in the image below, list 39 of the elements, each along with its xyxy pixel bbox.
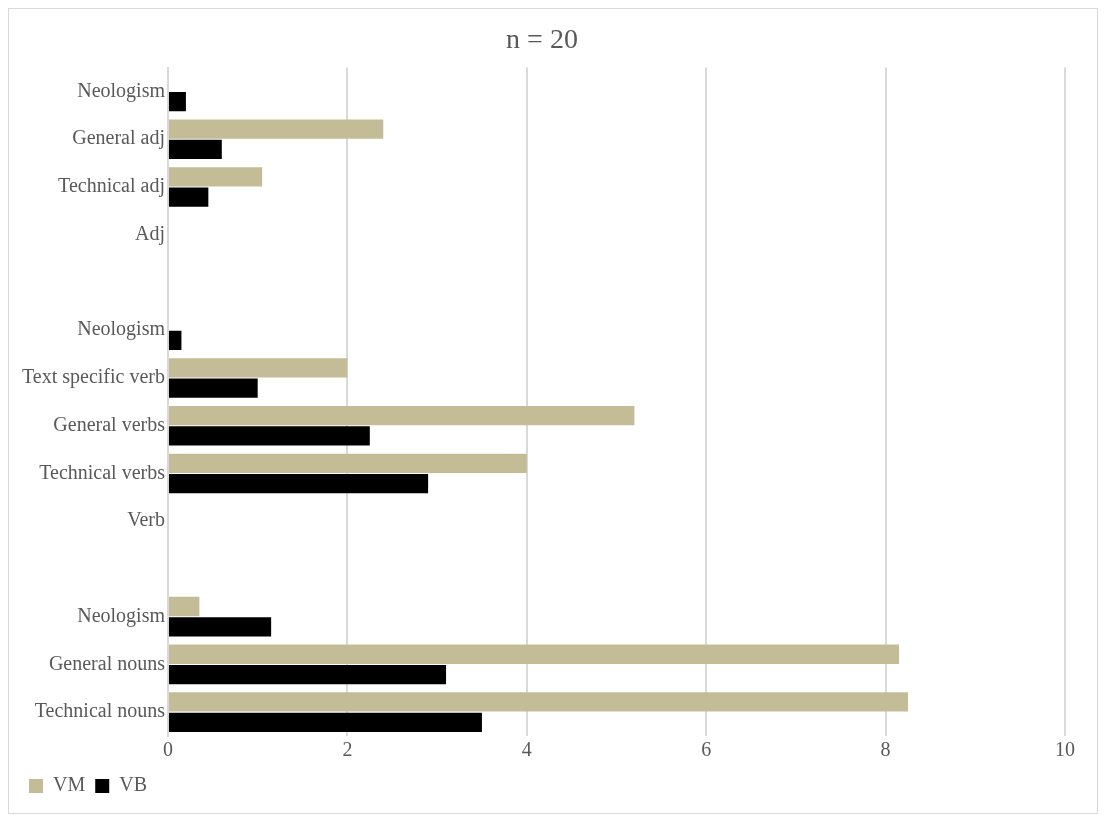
y-tick-label: Text specific verb bbox=[21, 365, 165, 389]
y-tick-label: Adj bbox=[134, 221, 165, 245]
bar bbox=[168, 378, 258, 398]
x-tick-label: 4 bbox=[521, 738, 532, 761]
bar bbox=[168, 405, 635, 426]
y-tick-label: Technical adj bbox=[58, 174, 165, 198]
bar bbox=[168, 644, 900, 664]
bar bbox=[168, 330, 182, 350]
bar bbox=[168, 712, 482, 732]
bar bbox=[168, 473, 429, 494]
y-tick-label: Technical verbs bbox=[39, 460, 166, 483]
bar bbox=[168, 119, 384, 139]
bar bbox=[168, 617, 272, 637]
bar bbox=[168, 453, 527, 473]
x-tick-label: 2 bbox=[342, 738, 353, 761]
legend-label: VM bbox=[53, 773, 86, 796]
legend-label: VB bbox=[119, 773, 148, 796]
x-tick-label: 6 bbox=[701, 738, 712, 761]
bar bbox=[168, 187, 209, 207]
chart-title: n = 20 bbox=[506, 23, 578, 55]
y-tick-label: Technical nouns bbox=[34, 699, 166, 722]
bar bbox=[168, 692, 909, 712]
y-tick-label: Neologism bbox=[77, 317, 166, 341]
y-tick-label: General nouns bbox=[48, 651, 166, 674]
bar bbox=[168, 91, 186, 112]
bar bbox=[168, 167, 263, 187]
bar bbox=[168, 358, 348, 378]
bar bbox=[168, 139, 222, 159]
x-tick-label: 0 bbox=[162, 738, 173, 761]
bar bbox=[168, 426, 370, 446]
x-tick-label: 10 bbox=[1055, 738, 1075, 761]
y-tick-label: Verb bbox=[127, 508, 165, 531]
y-tick-label: General adj bbox=[72, 126, 165, 150]
x-tick-label: 8 bbox=[880, 738, 891, 761]
bar bbox=[168, 596, 200, 617]
y-tick-label: Neologism bbox=[77, 78, 166, 102]
bar bbox=[168, 664, 447, 685]
y-tick-label: General verbs bbox=[53, 412, 166, 435]
y-tick-label: Neologism bbox=[77, 603, 166, 627]
